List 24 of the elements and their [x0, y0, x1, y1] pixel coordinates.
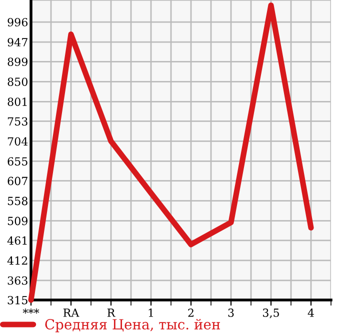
y-tick-label: 509 [8, 216, 28, 226]
x-tick-label: 4 [308, 308, 314, 317]
x-tick-label: 2 [188, 308, 194, 317]
y-tick-label: 704 [8, 137, 28, 146]
x-tick-label: R [107, 308, 116, 317]
x-tick-label: 1 [148, 308, 153, 317]
y-tick-label: 996 [8, 18, 28, 26]
y-tick-label: 850 [8, 78, 28, 86]
y-tick-label: 412 [7, 256, 28, 265]
legend-label: Средняя Цена, тыс. йен [45, 318, 220, 332]
x-tick-label: *** [22, 308, 40, 314]
y-tick-label: 315 [8, 296, 28, 304]
y-tick-label: 753 [8, 117, 28, 126]
y-tick-label: 558 [8, 196, 28, 206]
x-tick-label: 3,5 [263, 308, 279, 318]
y-tick-label: 899 [8, 58, 28, 66]
x-tick-label: 3 [228, 308, 234, 317]
x-tick-label: RA [63, 308, 80, 317]
y-tick-label: 655 [8, 157, 28, 166]
y-tick-label: 801 [8, 98, 27, 106]
y-tick-label: 461 [7, 236, 27, 245]
y-tick-label: 363 [8, 276, 28, 285]
y-tick-label: 607 [8, 176, 28, 186]
y-tick-label: 947 [8, 38, 28, 46]
